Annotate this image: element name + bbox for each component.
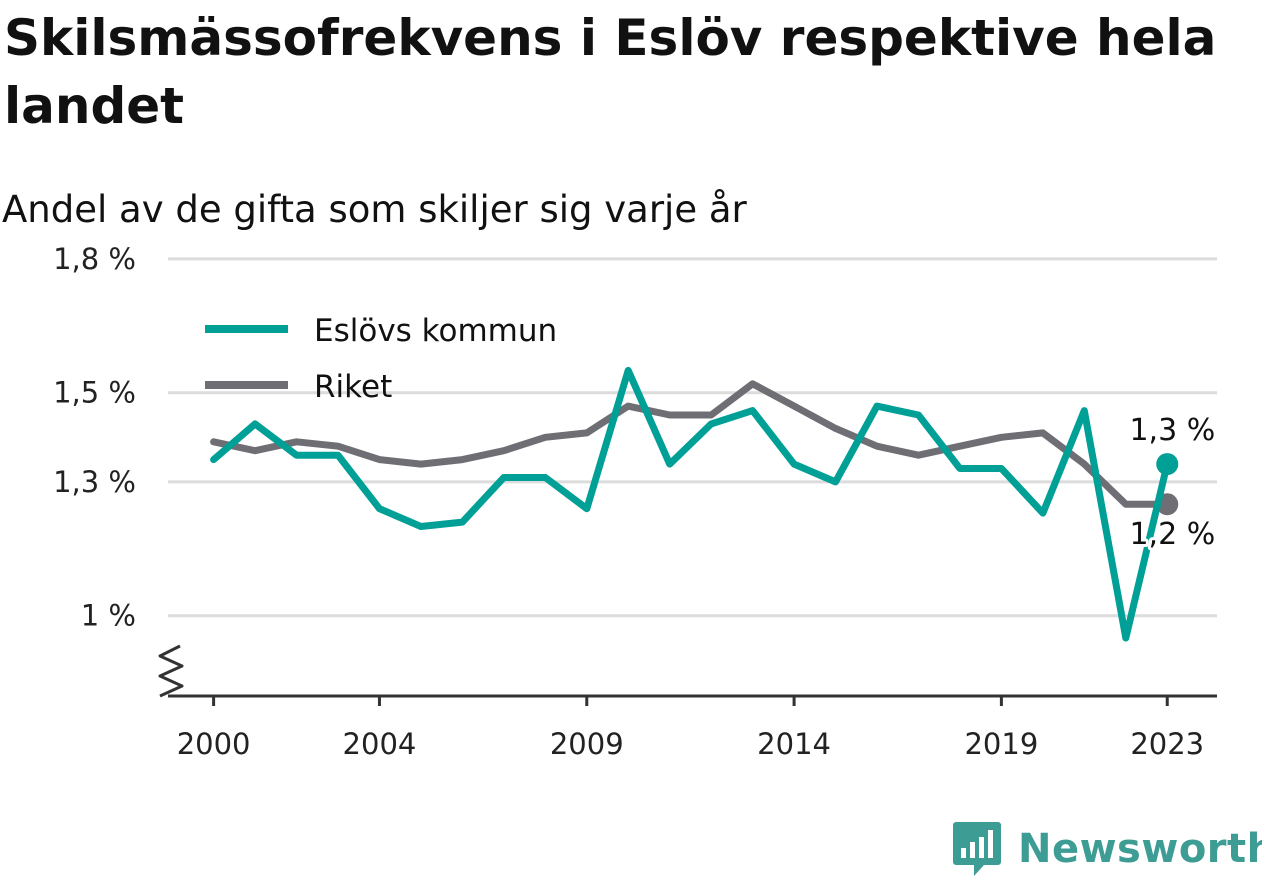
- newsworthy-logo: Newsworthy: [952, 820, 1262, 878]
- x-tick-label: 2004: [343, 727, 417, 761]
- line-chart: 1 % 1,3 % 1,5 % 1,8 % 2000 2004 2009 2014 2019 20…: [53, 242, 1218, 761]
- axes: 1 % 1,3 % 1,5 % 1,8 % 2000 2004 2009 2014 2019 20…: [53, 242, 1217, 761]
- end-label-eslov: 1,3 %: [1129, 413, 1215, 448]
- x-tick-label: 2000: [177, 727, 251, 761]
- series-endpoint-eslov: [1156, 453, 1179, 476]
- series-line-riket: [210, 380, 1171, 508]
- newsworthy-logo-icon: [953, 822, 1001, 876]
- end-labels: 1,3 % 1,2 %: [1126, 410, 1218, 555]
- grid-lines: [168, 257, 1217, 618]
- series-lines: [210, 366, 1179, 642]
- y-tick-label: 1,3 %: [53, 465, 136, 499]
- y-tick-label: 1,5 %: [53, 376, 136, 410]
- y-tick-label: 1,8 %: [53, 242, 136, 276]
- chart-title: Skilsmässofrekvens i Eslöv respektive he…: [4, 9, 1217, 135]
- y-tick-label: 1 %: [81, 599, 136, 633]
- legend: Eslövs kommun Riket: [205, 313, 557, 405]
- y-axis-break-icon: [158, 644, 184, 698]
- series-line-eslov: [210, 366, 1171, 642]
- legend-label-riket: Riket: [314, 369, 392, 405]
- x-tick-label: 2019: [964, 727, 1038, 761]
- x-tick-label: 2023: [1130, 727, 1204, 761]
- brand-name: Newsworthy: [1018, 826, 1262, 872]
- x-tick-label: 2009: [550, 727, 624, 761]
- chart-subtitle: Andel av de gifta som skiljer sig varje …: [2, 188, 747, 231]
- end-label-riket: 1,2 %: [1129, 517, 1215, 552]
- legend-label-eslov: Eslövs kommun: [314, 313, 557, 349]
- x-tick-label: 2014: [757, 727, 831, 761]
